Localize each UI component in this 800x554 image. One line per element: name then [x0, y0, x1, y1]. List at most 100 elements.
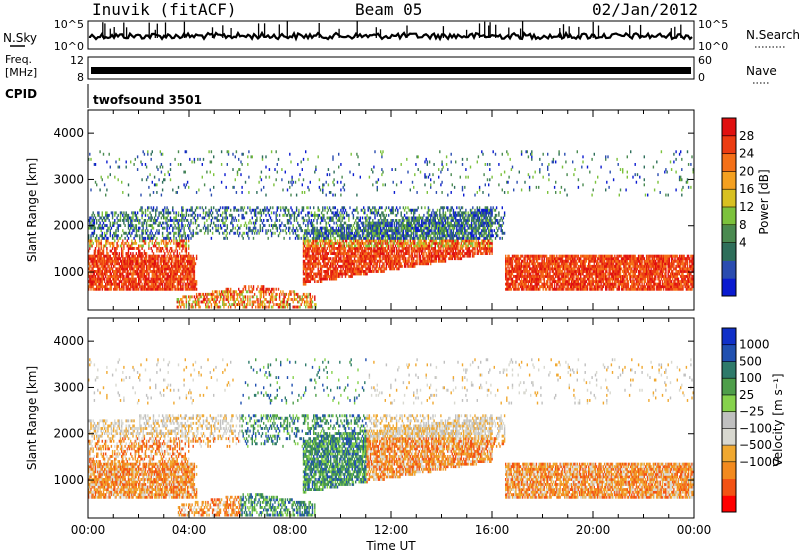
heatmap-cell [319, 216, 322, 220]
heatmap-cell [243, 295, 246, 299]
heatmap-cell [109, 249, 111, 253]
heatmap-cell [173, 252, 175, 255]
heatmap-cell [97, 254, 99, 258]
heatmap-cell [231, 303, 233, 306]
heatmap-cell [141, 287, 143, 291]
heatmap-cell [93, 275, 96, 278]
heatmap-cell [409, 262, 411, 266]
heatmap-cell [133, 163, 135, 166]
heatmap-cell [214, 300, 216, 304]
heatmap-cell [309, 275, 311, 278]
heatmap-cell [93, 287, 96, 291]
heatmap-cell [381, 267, 383, 271]
heatmap-cell [198, 292, 200, 296]
heatmap-cell [252, 295, 255, 299]
heatmap-cell [348, 234, 350, 238]
heatmap-cell [233, 298, 235, 301]
heatmap-cell [322, 239, 324, 243]
heatmap-cell [316, 229, 318, 233]
heatmap-cell [232, 185, 234, 189]
heatmap-cell [326, 267, 328, 271]
heatmap-cell [414, 249, 416, 253]
heatmap-cell [352, 272, 355, 276]
heatmap-cell [338, 219, 340, 222]
heatmap-cell [385, 259, 388, 263]
heatmap-cell [111, 270, 114, 273]
heatmap-cell [161, 208, 164, 212]
heatmap-cell [340, 270, 342, 273]
heatmap-cell [157, 259, 159, 263]
heatmap-cell [188, 244, 190, 248]
heatmap-cell [243, 303, 246, 306]
heatmap-cell [149, 267, 151, 271]
heatmap-cell [153, 267, 156, 271]
heatmap-cell [205, 305, 207, 309]
heatmap-cell [100, 262, 102, 266]
heatmap-cell [128, 264, 131, 268]
heatmap-cell [280, 300, 282, 304]
heatmap-cell [332, 244, 334, 248]
heatmap-cell [263, 219, 265, 222]
heatmap-cell [340, 252, 342, 255]
heatmap-cell [199, 305, 201, 309]
heatmap-cell [382, 262, 384, 266]
heatmap-cell [122, 282, 124, 286]
heatmap-cell [99, 262, 101, 266]
heatmap-cell [193, 157, 196, 161]
heatmap-cell [114, 213, 116, 217]
heatmap-cell [331, 275, 333, 278]
heatmap-cell [355, 254, 357, 258]
heatmap-cell [345, 234, 348, 238]
heatmap-cell [411, 180, 414, 184]
heatmap-cell [215, 216, 217, 220]
heatmap-cell [93, 277, 96, 281]
heatmap-cell [130, 282, 132, 286]
heatmap-cell [352, 173, 355, 177]
heatmap-cell [270, 219, 273, 222]
heatmap-cell [152, 236, 155, 240]
heatmap-cell [101, 219, 103, 222]
heatmap-cell [361, 249, 364, 253]
heatmap-cell [94, 247, 97, 250]
heatmap-cell [148, 241, 150, 245]
heatmap-cell [119, 267, 122, 271]
heatmap-cell [375, 208, 377, 212]
heatmap-cell [382, 170, 384, 174]
heatmap-cell [305, 231, 307, 235]
heatmap-cell [96, 277, 98, 281]
heatmap-cell [353, 234, 356, 238]
heatmap-cell [230, 298, 232, 301]
heatmap-cell [98, 272, 100, 276]
heatmap-cell [275, 216, 277, 220]
heatmap-cell [315, 275, 317, 278]
heatmap-cell [157, 168, 159, 171]
heatmap-cell [300, 226, 302, 230]
heatmap-cell [116, 221, 118, 225]
heatmap-cell [109, 277, 111, 281]
heatmap-cell [143, 219, 146, 222]
heatmap-cell [214, 290, 216, 294]
heatmap-cell [167, 211, 169, 215]
heatmap-cell [109, 287, 111, 291]
heatmap-cell [386, 247, 389, 250]
heatmap-cell [405, 247, 407, 250]
heatmap-cell [133, 270, 135, 273]
heatmap-cell [391, 208, 393, 212]
heatmap-cell [333, 244, 335, 248]
heatmap-cell [351, 259, 353, 263]
heatmap-cell [90, 272, 92, 276]
heatmap-cell [376, 264, 378, 268]
heatmap-cell [323, 257, 325, 261]
heatmap-cell [102, 277, 105, 281]
heatmap-cell [309, 267, 311, 271]
heatmap-cell [310, 229, 313, 233]
heatmap-cell [130, 226, 132, 230]
heatmap-cell [135, 229, 138, 233]
heatmap-cell [182, 303, 184, 306]
heatmap-cell [359, 236, 361, 240]
heatmap-cell [99, 259, 101, 263]
heatmap-cell [123, 262, 125, 266]
heatmap-cell [125, 280, 127, 283]
heatmap-cell [383, 231, 385, 235]
heatmap-cell [118, 236, 121, 240]
